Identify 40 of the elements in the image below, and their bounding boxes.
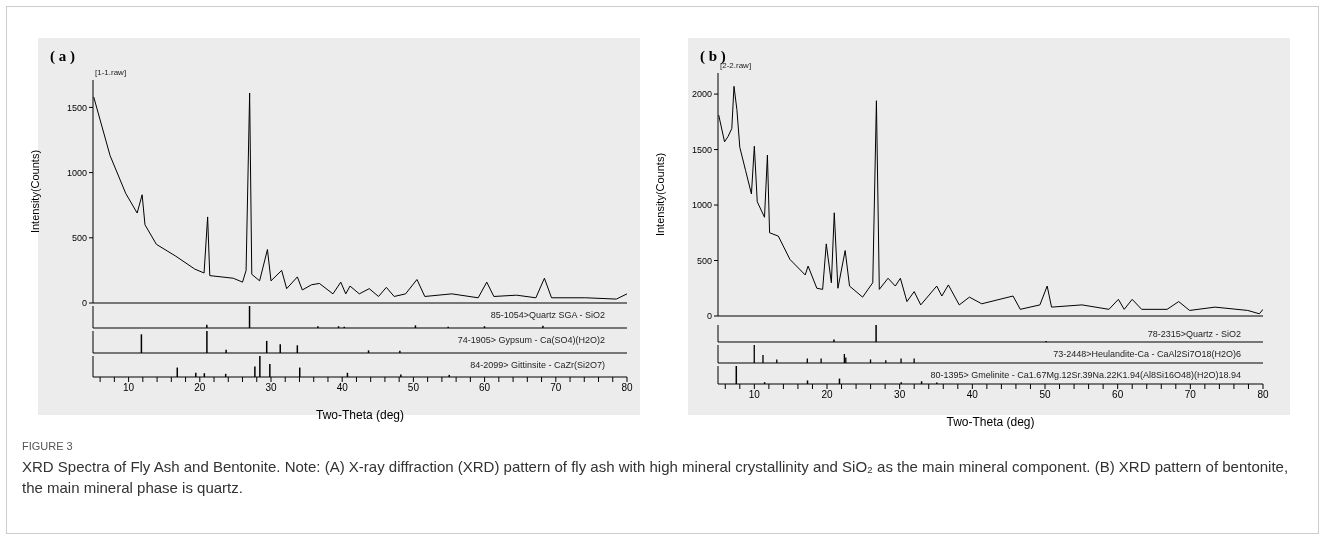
y-tick-label: 500 [696,255,712,266]
x-tick-label: 60 [1112,389,1124,401]
text: XRD Spectra of Fly Ash and Bentonite. Note: (A) X-ray diffraction (XRD) pattern of fly ash with high mineral crystallinity and SiO₂ as the main mineral component. (B) XRD pattern of bentonite, the main mineral phase is quartz. [22,457,1290,498]
chart-title: ( b ) [700,48,726,64]
y-tick-label: 2000 [691,89,712,100]
y-tick-label: 0 [81,298,87,309]
x-tick-label: 60 [479,382,491,394]
text: [1-1.raw] [95,68,127,77]
y-tick-label: 1500 [691,144,712,155]
y-axis-title: Intensity(Counts) [28,149,41,234]
chart-title: 78-2315>Quartz - SiO2 [1147,329,1241,339]
chart-title: 73-2448>Heulandite-Ca - CaAl2Si7O18(H2O)6 [1053,349,1241,359]
x-tick-label: 10 [748,389,761,401]
x-tick-label: 70 [1184,389,1197,401]
text: 85-1054>Quartz SGA - SiO2 [490,310,605,320]
text: FIGURE 3 [22,440,74,452]
y-tick-label: 500 [71,232,87,243]
y-tick-label: 1000 [691,200,712,211]
chart-title: 84-2099> Gittinsite - CaZr(Si2O7) [470,360,605,370]
y-tick-label: 0 [706,311,712,322]
x-tick-label: 50 [407,382,420,394]
y-axis-title: Intensity(Counts) [653,152,666,237]
chart-title: 74-1905> Gypsum - Ca(SO4)(H2O)2 [457,335,605,345]
x-tick-label: 20 [194,382,206,394]
x-tick-label: 40 [966,389,979,401]
x-tick-label: 20 [821,389,833,401]
chart-title: ( a ) [50,48,75,65]
x-tick-label: 30 [265,382,277,394]
x-tick-label: 80 [621,382,633,394]
x-tick-label: 40 [336,382,349,394]
x-tick-label: 10 [123,382,135,394]
x-axis-title: Two-Theta (deg) [315,408,405,422]
x-tick-label: 30 [894,389,906,401]
y-tick-label: 1500 [66,102,87,113]
x-axis-title: Two-Theta (deg) [946,415,1035,429]
chart-title: 80-1395> Gmelinite - Ca1.67Mg.12Sr.39Na.22K1.94(Al8Si16O48)(H2O)18.94 [930,370,1241,380]
x-tick-label: 50 [1039,389,1051,401]
y-tick-label: 1000 [66,167,87,178]
x-tick-label: 80 [1257,389,1269,401]
x-tick-label: 70 [550,382,562,394]
